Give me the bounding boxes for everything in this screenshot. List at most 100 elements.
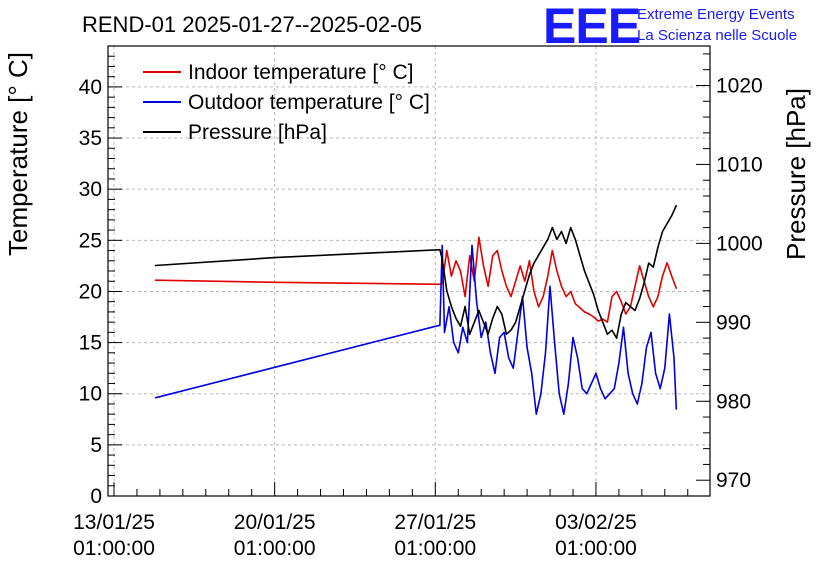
data-point-outdoor-25 [544,352,547,354]
data-point-outdoor-38 [604,398,606,400]
data-point-pressure-3 [441,258,443,260]
data-point-indoor-26 [547,275,549,277]
y-axis-title: Temperature [° C] [3,52,33,256]
data-point-outdoor-16 [503,331,505,333]
data-point-pressure-46 [639,298,641,300]
data-point-pressure-20 [519,305,521,308]
data-point-outdoor-41 [618,362,620,364]
data-point-outdoor-2 [441,244,443,246]
data-point-indoor-7 [459,270,462,272]
data-point-pressure-42 [620,313,622,315]
series-points-pressure [154,204,677,339]
data-point-outdoor-34 [586,393,588,395]
data-point-outdoor-18 [512,367,514,369]
data-point-pressure-54 [675,204,677,207]
data-point-pressure-43 [625,302,627,304]
data-point-indoor-28 [556,270,558,272]
y-tick-label-1: 5 [90,434,102,457]
data-point-indoor-45 [634,285,636,287]
data-point-pressure-1 [274,257,276,259]
data-point-pressure-53 [671,215,673,217]
data-point-indoor-52 [666,262,668,264]
data-point-outdoor-51 [664,367,666,369]
data-point-outdoor-47 [645,347,648,349]
data-point-pressure-30 [565,242,567,244]
data-point-indoor-37 [597,320,599,322]
data-point-indoor-41 [616,290,618,293]
data-point-pressure-0 [154,264,156,267]
data-point-outdoor-28 [558,393,560,395]
y2-tick-label-1: 980 [716,390,751,413]
data-point-indoor-2 [439,283,441,285]
data-point-outdoor-32 [577,357,579,359]
y2-tick-label-4: 1010 [716,153,763,176]
data-point-pressure-33 [579,254,581,256]
data-point-pressure-7 [459,325,462,327]
data-point-indoor-30 [565,296,567,298]
data-point-outdoor-50 [659,388,661,390]
data-point-outdoor-0 [154,397,156,399]
data-point-pressure-29 [560,230,563,233]
data-point-outdoor-19 [517,331,519,333]
data-point-indoor-51 [661,275,664,277]
data-point-outdoor-14 [494,372,496,374]
x-tick-label-date-0: 13/01/25 [73,511,155,534]
chart-title: REND-01 2025-01-27--2025-02-05 [82,12,422,37]
chart-title-group: REND-01 2025-01-27--2025-02-05 [82,12,422,37]
data-point-indoor-53 [671,275,673,277]
data-point-outdoor-8 [466,342,468,344]
data-point-outdoor-49 [655,372,657,374]
data-point-outdoor-45 [636,403,638,405]
data-point-outdoor-17 [508,357,510,359]
data-point-indoor-25 [542,296,544,298]
data-point-outdoor-29 [563,413,565,415]
eee-logo-line1: Extreme Energy Events [637,6,795,23]
data-point-pressure-13 [487,333,489,335]
data-point-indoor-0 [154,279,156,281]
data-point-pressure-47 [643,282,645,284]
data-point-indoor-11 [478,236,480,238]
data-point-indoor-48 [648,296,650,298]
series-layer [154,204,678,416]
eee-logo-line2: La Scienza nelle Scuole [637,27,797,44]
data-point-indoor-9 [469,255,471,257]
data-point-pressure-12 [482,321,485,323]
data-point-outdoor-42 [622,326,625,328]
data-point-indoor-32 [574,303,576,305]
data-point-pressure-34 [583,270,586,272]
data-point-outdoor-33 [581,388,583,390]
y-tick-label-6: 30 [79,178,102,201]
y2-tick-label-2: 990 [716,311,751,334]
data-point-indoor-1 [274,281,276,283]
data-point-outdoor-44 [632,393,634,395]
data-point-pressure-17 [505,333,507,335]
data-point-pressure-21 [524,290,526,292]
data-point-outdoor-23 [535,413,537,415]
legend-label-indoor: Indoor temperature [° C] [188,61,414,84]
data-point-pressure-16 [501,313,503,315]
y2-tick-label-0: 970 [716,469,751,492]
data-point-outdoor-53 [673,357,675,359]
data-point-outdoor-6 [457,352,459,354]
data-point-indoor-17 [505,285,507,287]
data-point-pressure-52 [666,223,668,225]
y-tick-label-4: 20 [79,280,102,303]
data-point-pressure-28 [556,238,558,240]
data-point-outdoor-27 [554,342,556,344]
data-point-indoor-43 [625,313,627,315]
y-tick-label-2: 10 [79,383,102,406]
data-point-indoor-49 [652,306,654,308]
data-point-pressure-44 [629,305,632,308]
data-point-pressure-35 [588,282,590,284]
data-point-outdoor-37 [599,388,602,390]
data-point-pressure-32 [574,238,576,240]
data-point-indoor-14 [492,255,494,257]
eee-logo-mark: EEE [543,0,640,54]
y2-tick-label-5: 1020 [716,74,763,97]
data-point-outdoor-43 [627,372,629,374]
data-point-indoor-34 [583,311,586,313]
data-point-outdoor-1 [439,324,441,326]
data-point-pressure-51 [661,230,664,233]
data-point-indoor-6 [455,260,457,262]
data-point-pressure-25 [542,246,544,248]
